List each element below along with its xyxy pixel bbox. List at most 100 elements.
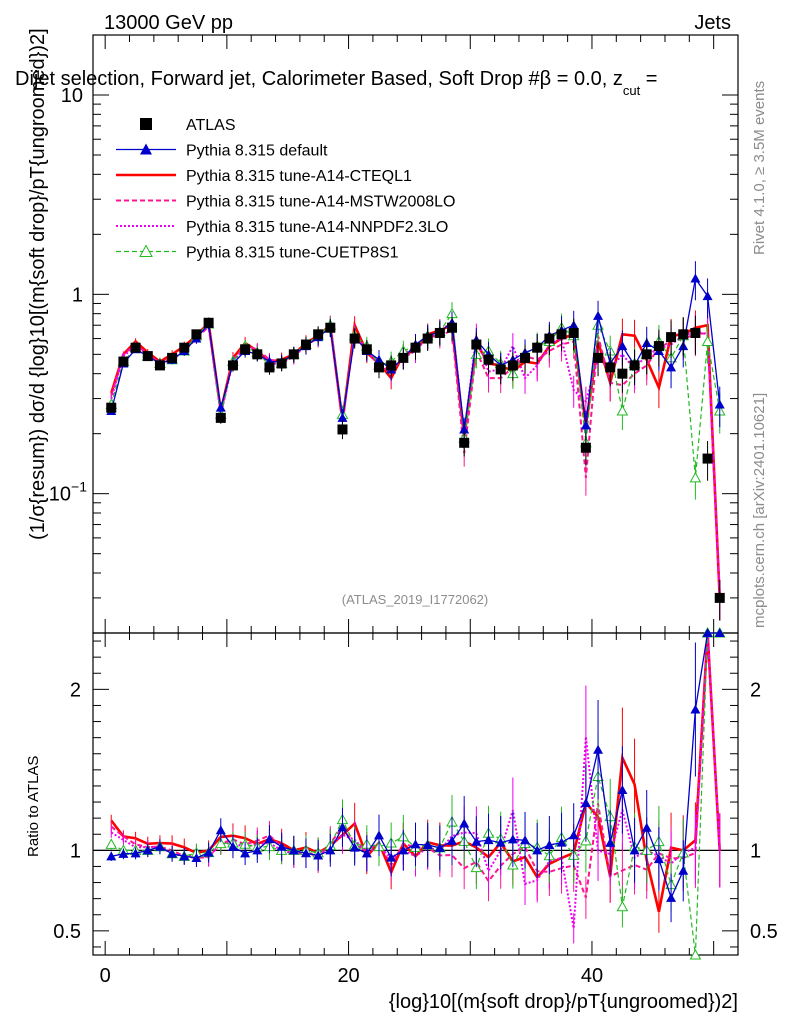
data-point-marker — [702, 628, 713, 637]
data-point-marker — [459, 437, 470, 448]
legend-marker — [139, 244, 153, 257]
series-ratio-5 — [105, 626, 726, 960]
series-ratio-2 — [110, 632, 721, 933]
y-tick-label-ratio: 2 — [70, 679, 81, 701]
plot-title: Dijet selection, Forward jet, Calorimete… — [15, 68, 657, 98]
data-point-marker — [215, 825, 226, 835]
data-point-marker — [179, 342, 190, 353]
data-point-marker — [495, 364, 506, 375]
data-point-marker — [434, 327, 445, 338]
data-point-marker — [629, 845, 640, 855]
legend-marker — [140, 143, 152, 155]
data-point-marker — [459, 424, 470, 434]
y-tick-label-ratio: 1 — [70, 840, 81, 862]
data-point-marker — [203, 317, 214, 328]
legend-label: Pythia 8.315 tune-A14-NNPDF2.3LO — [186, 219, 448, 236]
data-point-marker — [532, 845, 543, 855]
data-point-marker — [337, 424, 348, 435]
data-point-marker — [605, 362, 616, 373]
data-point-marker — [106, 402, 117, 413]
data-point-marker — [179, 851, 190, 861]
legend-entry-5: Pythia 8.315 tune-CUETP8S1 — [116, 244, 399, 262]
data-point-marker — [373, 830, 384, 840]
data-point-marker — [641, 822, 652, 832]
svg-text:(1/σ{resum}) dσ/d {log}10[(m{s: (1/σ{resum}) dσ/d {log}10[(m{soft drop}/… — [27, 28, 49, 540]
data-point-marker — [653, 854, 664, 864]
data-point-marker — [191, 853, 202, 863]
title-subscript: cut — [623, 83, 641, 98]
data-point-marker — [422, 839, 433, 849]
data-point-marker — [215, 412, 226, 423]
data-point-marker — [264, 362, 275, 373]
data-point-marker — [142, 845, 153, 855]
data-point-marker — [593, 744, 604, 754]
data-point-marker — [106, 851, 117, 861]
data-point-marker — [422, 333, 433, 344]
data-point-marker — [629, 360, 640, 371]
data-point-marker — [300, 848, 311, 858]
data-point-marker — [240, 848, 251, 858]
series-line — [110, 319, 721, 598]
data-point-marker — [666, 362, 677, 372]
data-point-marker — [653, 341, 664, 352]
series-line — [110, 632, 721, 929]
data-point-marker — [252, 349, 263, 360]
data-point-marker — [313, 329, 324, 340]
legend-label: ATLAS — [186, 117, 236, 134]
data-point-marker — [641, 349, 652, 360]
data-point-marker — [118, 356, 129, 367]
data-point-marker — [678, 329, 689, 340]
data-point-marker — [252, 845, 263, 855]
data-point-marker — [130, 342, 141, 353]
y-tick-label-ratio-right: 1 — [750, 840, 761, 862]
data-point-marker — [386, 360, 397, 371]
data-point-marker — [556, 837, 567, 847]
data-point-marker — [617, 368, 628, 379]
data-point-marker — [349, 333, 360, 344]
data-point-marker — [447, 835, 458, 845]
analysis-id: (ATLAS_2019_I1772062) — [342, 592, 488, 607]
data-point-marker — [203, 847, 214, 857]
series-line — [111, 632, 720, 956]
x-tick-label: 20 — [337, 965, 359, 987]
data-point-marker — [227, 841, 238, 851]
data-point-marker — [264, 834, 275, 844]
data-point-marker — [617, 784, 628, 794]
data-point-marker — [105, 838, 118, 849]
rivet-label: Rivet 4.1.0, ≥ 3.5M events — [751, 81, 768, 255]
data-point-marker — [214, 837, 227, 849]
series-ratio-4 — [110, 632, 721, 944]
data-point-marker — [167, 352, 178, 363]
data-point-marker — [325, 322, 336, 333]
legend-label: Pythia 8.315 tune-A14-CTEQL1 — [186, 168, 412, 185]
title-tail: = — [640, 68, 657, 90]
x-tick-label: 0 — [100, 965, 111, 987]
data-point-marker — [617, 341, 628, 351]
legend-entry-2: Pythia 8.315 tune-A14-CTEQL1 — [116, 168, 412, 185]
ratio-panel-frame — [92, 632, 739, 956]
data-point-marker — [714, 399, 725, 409]
data-point-marker — [215, 402, 226, 412]
data-point-marker — [142, 351, 153, 362]
data-point-marker — [240, 344, 251, 355]
x-axis-label: {log}10[(m{soft drop}/pT{ungroomed})2] — [389, 991, 738, 1013]
data-point-marker — [410, 839, 421, 849]
data-point-marker — [507, 834, 518, 844]
data-point-marker — [288, 845, 299, 855]
data-point-marker — [288, 349, 299, 360]
y-axis-label-main: (1/σ{resum}) dσ/d {log}10[(m{soft drop}/… — [27, 28, 49, 540]
y-tick-label-main: 1 — [72, 284, 83, 306]
data-point-marker — [154, 360, 165, 371]
data-point-marker — [495, 837, 506, 847]
data-point-marker — [568, 327, 579, 338]
series-line — [110, 321, 721, 598]
data-point-marker — [398, 845, 409, 855]
data-point-marker — [616, 900, 629, 912]
data-point-marker — [154, 841, 165, 851]
category-label: Jets — [694, 12, 731, 34]
data-point-marker — [191, 329, 202, 340]
data-point-marker — [580, 797, 591, 807]
legend-entry-3: Pythia 8.315 tune-A14-MSTW2008LO — [116, 194, 455, 211]
data-point-marker — [483, 835, 494, 845]
